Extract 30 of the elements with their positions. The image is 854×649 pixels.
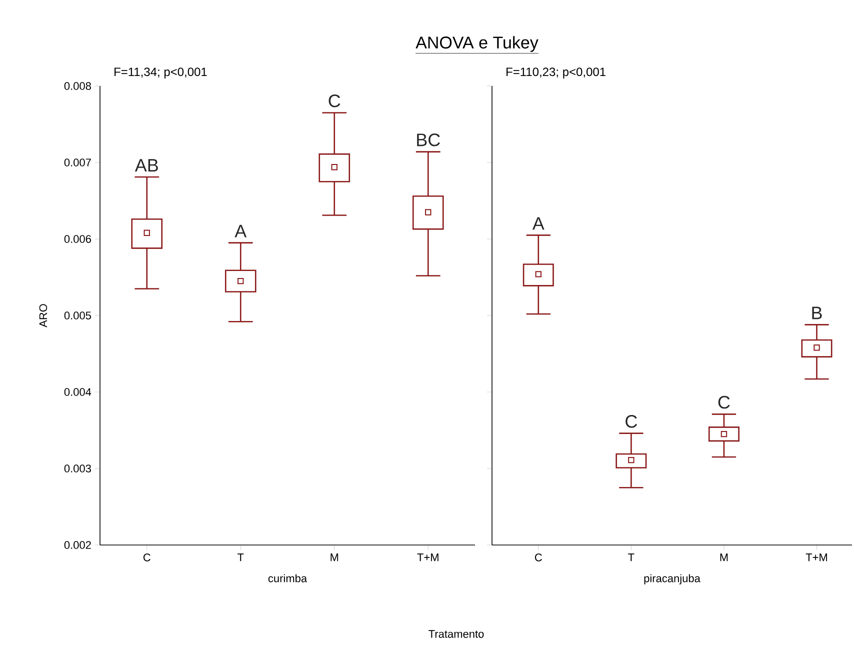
y-tick-label: 0.004 (64, 388, 92, 396)
y-tick-label: 0.007 (64, 158, 91, 166)
chart-title: ANOVA e Tukey (416, 36, 538, 52)
text: F=110,23; p<0,001 (506, 68, 606, 78)
x-tick-label: C (534, 554, 542, 562)
x-tick-label: M (330, 554, 338, 562)
x-tick-label: T+M (417, 554, 438, 562)
text: F=11,34; p<0,001 (114, 68, 207, 78)
x-tick-label: T+M (806, 554, 827, 562)
x-axis-title: curimba (268, 574, 308, 582)
annotation: B (812, 306, 822, 320)
y-tick-label: 0.005 (64, 312, 91, 320)
y-tick-label: 0.006 (64, 235, 91, 243)
annotation: A (234, 224, 247, 238)
annotation: C (328, 94, 340, 108)
y-tick-label: 0.002 (64, 541, 91, 549)
y-tick-label: 0.003 (64, 464, 91, 472)
x-tick-label: T (628, 554, 634, 562)
x-tick-label: T (238, 554, 244, 562)
annotation: C (718, 396, 730, 409)
text: Tratamento (428, 630, 484, 638)
annotation: AB (134, 159, 158, 172)
annotation: C (626, 415, 637, 428)
x-tick-label: C (143, 554, 150, 562)
x-axis-title: piracanjuba (644, 574, 700, 584)
x-tick-label: M (720, 554, 728, 562)
y-axis-title: ARO (39, 304, 48, 328)
annotation: BC (417, 134, 440, 146)
y-tick-label: 0.008 (64, 82, 91, 90)
annotation: A (532, 217, 544, 230)
